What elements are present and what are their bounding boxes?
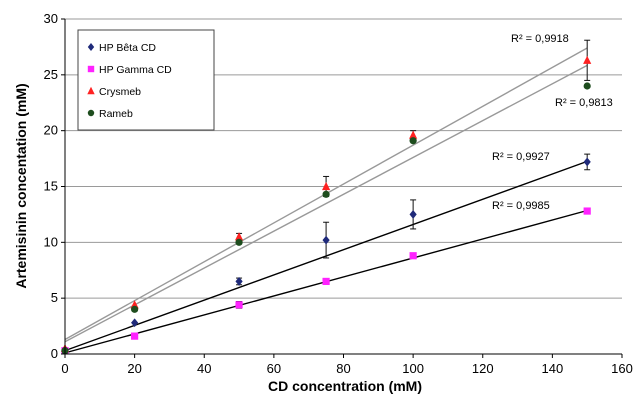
r-squared-label: R² = 0,9918	[511, 33, 569, 45]
data-point	[322, 190, 330, 198]
y-tick-label: 25	[44, 67, 58, 82]
x-axis-title: CD concentration (mM)	[268, 378, 422, 394]
x-tick-label: 100	[402, 361, 424, 376]
y-tick-label: 20	[44, 123, 58, 138]
y-axis-title: Artemisinin concentation (mM)	[13, 83, 29, 288]
x-tick-label: 160	[611, 361, 633, 376]
data-point	[409, 252, 417, 260]
data-point	[409, 210, 417, 219]
legend: HP Bêta CD HP Gamma CD Crysmeb Rameb	[77, 29, 215, 131]
x-tick-label: 80	[336, 361, 350, 376]
x-tick-label: 140	[542, 361, 564, 376]
data-point	[322, 235, 330, 245]
data-point	[131, 332, 139, 340]
y-tick-label: 10	[44, 234, 58, 249]
x-tick-labels: 0 20 40 60 80 100 120 140 160	[61, 354, 633, 376]
y-tick-label: 30	[44, 11, 58, 26]
y-tick-label: 0	[51, 346, 58, 361]
r-squared-label: R² = 0,9985	[492, 200, 550, 212]
y-tick-labels: 0 5 10 15 20 25 30	[44, 11, 65, 361]
data-point	[235, 301, 243, 309]
error-bars	[236, 39, 591, 309]
data-point	[131, 305, 139, 313]
x-tick-label: 60	[267, 361, 281, 376]
legend-marker	[87, 65, 95, 73]
legend-label: Rameb	[99, 108, 133, 120]
legend-marker	[87, 109, 95, 117]
legend-marker	[87, 86, 95, 95]
legend-box	[77, 29, 215, 131]
y-tick-label: 15	[44, 179, 58, 194]
x-tick-label: 40	[197, 361, 211, 376]
legend-label: Crysmeb	[99, 86, 141, 98]
legend-label: HP Gamma CD	[99, 64, 172, 76]
r-squared-labels: R² = 0,9927 R² = 0,9985 R² = 0,9918 R² = 0,…	[492, 33, 613, 212]
x-tick-label: 20	[127, 361, 141, 376]
data-point	[235, 238, 243, 246]
data-point	[583, 207, 591, 215]
r-squared-label: R² = 0,9927	[492, 151, 550, 163]
data-point	[321, 181, 331, 191]
trend-line	[64, 64, 588, 343]
data-point	[409, 137, 417, 145]
data-point	[583, 82, 591, 90]
r-squared-label: R² = 0,9813	[555, 97, 613, 109]
data-point	[235, 277, 243, 286]
legend-marker	[87, 43, 95, 51]
x-tick-label: 0	[61, 361, 68, 376]
x-tick-label: 120	[472, 361, 494, 376]
data-point	[322, 277, 330, 286]
data-point	[583, 55, 592, 64]
data-point	[131, 318, 139, 328]
y-tick-label: 5	[51, 290, 58, 305]
legend-label: HP Bêta CD	[99, 42, 156, 54]
data-point	[234, 232, 244, 241]
data-point	[583, 157, 591, 167]
data-point	[409, 130, 418, 139]
